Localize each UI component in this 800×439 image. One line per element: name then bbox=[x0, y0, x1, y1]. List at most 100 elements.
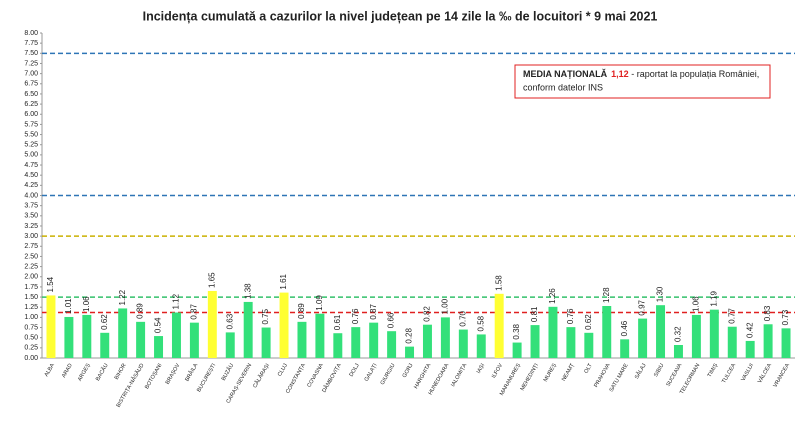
bar bbox=[709, 309, 719, 358]
bar bbox=[261, 327, 271, 358]
x-tick-label: CONSTANȚA bbox=[285, 362, 307, 394]
bar bbox=[656, 305, 666, 358]
bar bbox=[387, 331, 397, 358]
x-tick-label: IALOMIȚA bbox=[450, 362, 468, 388]
x-tick-label: VRANCEA bbox=[773, 362, 792, 388]
y-tick-label: 2.00 bbox=[24, 274, 38, 281]
bar bbox=[691, 314, 701, 358]
bar bbox=[745, 340, 755, 358]
y-tick-label: 2.75 bbox=[24, 243, 38, 250]
value-label: 1.06 bbox=[692, 296, 701, 312]
bar bbox=[351, 327, 361, 358]
y-tick-label: 8.00 bbox=[24, 30, 38, 37]
x-tick-label: BUZĂU bbox=[220, 362, 235, 382]
value-label: 0.46 bbox=[620, 320, 629, 336]
value-label: 0.76 bbox=[351, 308, 360, 324]
x-tick-label: SĂLAJ bbox=[633, 362, 648, 380]
y-tick-label: 4.50 bbox=[24, 172, 38, 179]
y-tick-label: 5.50 bbox=[24, 131, 38, 138]
bar bbox=[118, 308, 128, 358]
bar bbox=[494, 293, 504, 358]
y-tick-label: 7.00 bbox=[24, 70, 38, 77]
y-tick-label: 2.50 bbox=[24, 253, 38, 260]
x-tick-label: BRAȘOV bbox=[165, 362, 182, 385]
y-tick-label: 0.75 bbox=[24, 324, 38, 331]
value-label: 0.83 bbox=[763, 305, 772, 321]
bar bbox=[64, 316, 74, 358]
x-tick-label: OLT bbox=[583, 362, 594, 374]
value-label: 1.38 bbox=[243, 283, 252, 299]
bar bbox=[279, 292, 289, 358]
value-label: 1.65 bbox=[207, 272, 216, 288]
x-tick-label: CLUJ bbox=[277, 363, 289, 378]
bar bbox=[369, 322, 379, 358]
value-label: 0.89 bbox=[136, 303, 145, 319]
value-label: 0.97 bbox=[638, 299, 647, 315]
x-tick-label: DOLJ bbox=[349, 363, 361, 378]
value-label: 1.19 bbox=[709, 291, 718, 307]
annotation: MEDIA NAȚIONALĂ 1,12 - raportat la popula… bbox=[523, 69, 759, 79]
x-tick-label: ARGEȘ bbox=[77, 362, 92, 382]
y-tick-label: 7.25 bbox=[24, 60, 38, 67]
x-tick-label: BACĂU bbox=[94, 362, 110, 382]
annotation-value: 1,12 bbox=[611, 69, 629, 79]
y-tick-label: 5.75 bbox=[24, 121, 38, 128]
y-tick-label: 4.25 bbox=[24, 182, 38, 189]
y-tick-label: 6.75 bbox=[24, 81, 38, 88]
bar bbox=[727, 326, 737, 358]
bar bbox=[638, 318, 648, 358]
value-label: 1.26 bbox=[548, 288, 557, 304]
annotation-text: conform datelor INS bbox=[523, 82, 603, 92]
value-label: 0.70 bbox=[458, 310, 467, 326]
bar bbox=[207, 290, 217, 358]
x-tick-label: SIBIU bbox=[653, 363, 665, 378]
bar bbox=[189, 322, 199, 358]
y-tick-label: 6.50 bbox=[24, 91, 38, 98]
bar bbox=[225, 332, 235, 358]
value-label: 0.76 bbox=[566, 308, 575, 324]
value-label: 0.81 bbox=[530, 306, 539, 322]
x-tick-label: CĂLĂRAȘI bbox=[251, 362, 271, 389]
x-tick-label: VÂLCEA bbox=[756, 362, 773, 385]
value-label: 0.63 bbox=[225, 313, 234, 329]
annotation-text: - raportat la populația României, bbox=[629, 69, 760, 79]
x-tick-label: ALBA bbox=[44, 362, 56, 377]
chart-title: Incidența cumulată a cazurilor la nivel … bbox=[143, 9, 658, 23]
value-label: 1.30 bbox=[656, 286, 665, 302]
value-label: 1.00 bbox=[441, 298, 450, 314]
value-label: 0.73 bbox=[781, 309, 790, 325]
bar bbox=[315, 313, 325, 358]
y-tick-label: 4.00 bbox=[24, 192, 38, 199]
x-tick-label: MEHEDINȚI bbox=[520, 362, 541, 392]
x-tick-label: ILFOV bbox=[491, 362, 504, 379]
bar bbox=[673, 345, 683, 358]
x-tick-label: TELEORMAN bbox=[679, 363, 701, 396]
value-label: 1.09 bbox=[315, 295, 324, 311]
y-tick-label: 1.50 bbox=[24, 294, 38, 301]
value-label: 0.66 bbox=[387, 312, 396, 328]
value-label: 0.87 bbox=[369, 304, 378, 320]
bar bbox=[440, 317, 450, 358]
bar bbox=[243, 301, 253, 358]
y-tick-label: 4.75 bbox=[24, 162, 38, 169]
x-tick-label: PRAHOVA bbox=[593, 362, 612, 388]
value-label: 1.61 bbox=[279, 273, 288, 289]
value-label: 1.22 bbox=[118, 289, 127, 305]
x-tick-label: HARGHITA bbox=[413, 362, 432, 390]
value-label: 0.28 bbox=[405, 328, 414, 344]
value-label: 0.89 bbox=[297, 303, 306, 319]
x-tick-label: GALAȚI bbox=[364, 362, 379, 382]
y-tick-label: 7.75 bbox=[24, 40, 38, 47]
y-tick-label: 1.75 bbox=[24, 284, 38, 291]
value-label: 1.01 bbox=[64, 298, 73, 314]
bar bbox=[512, 342, 522, 358]
value-label: 0.87 bbox=[190, 304, 199, 320]
y-tick-label: 2.25 bbox=[24, 263, 38, 270]
annotation-box bbox=[514, 64, 771, 99]
value-label: 0.82 bbox=[423, 306, 432, 322]
x-tick-label: TULCEA bbox=[721, 362, 737, 384]
bar bbox=[763, 324, 773, 358]
bar bbox=[422, 324, 432, 358]
bar bbox=[100, 332, 110, 358]
x-tick-label: COVASNA bbox=[306, 362, 325, 388]
